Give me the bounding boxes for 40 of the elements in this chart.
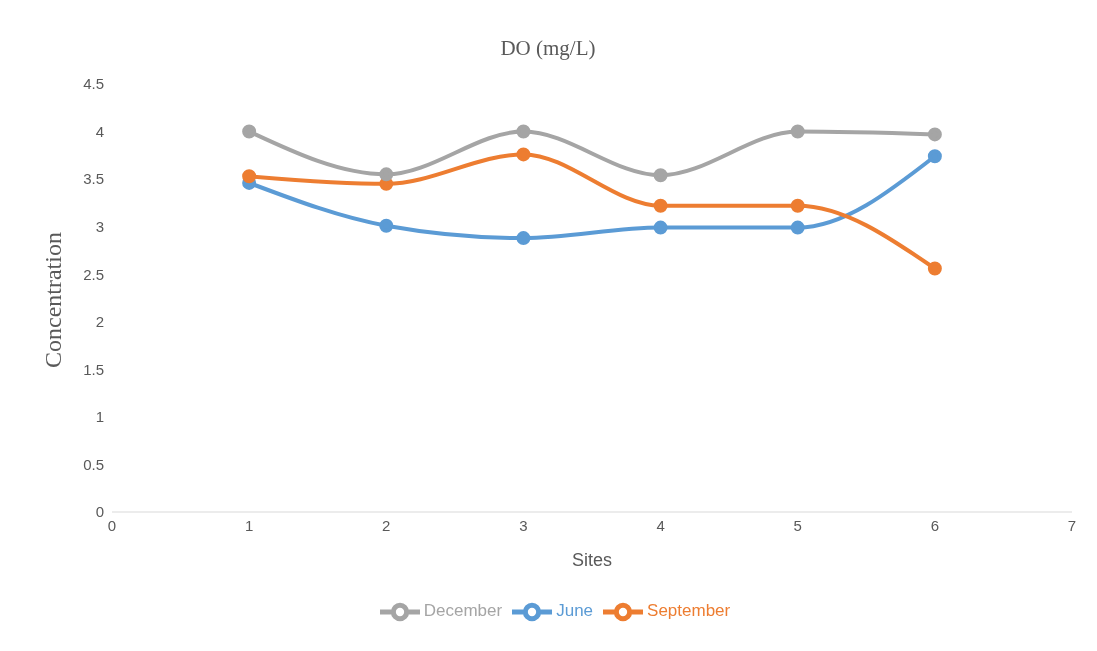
x-tick-label: 3 <box>519 516 528 534</box>
point <box>379 167 394 182</box>
point <box>516 124 531 139</box>
y-tick-label: 0 <box>95 503 104 521</box>
legend-label: September <box>647 601 731 621</box>
point <box>516 231 531 246</box>
x-axis-title: Sites <box>571 550 613 570</box>
x-tick-label: 1 <box>244 516 254 534</box>
y-tick-label: 3.5 <box>83 170 104 188</box>
y-tick-label: 1 <box>95 408 104 426</box>
point <box>790 198 805 213</box>
x-tick-label: 2 <box>382 516 391 534</box>
x-tick-label: 5 <box>793 516 802 534</box>
y-tick-label: 0.5 <box>83 455 104 473</box>
x-tick-label: 4 <box>656 516 665 534</box>
point <box>516 147 531 162</box>
point <box>653 220 668 235</box>
point <box>653 168 668 183</box>
point <box>242 124 257 139</box>
x-tick-label: 7 <box>1067 516 1077 534</box>
point <box>927 127 942 142</box>
y-tick-label: 2 <box>95 313 104 331</box>
point <box>927 261 942 276</box>
point <box>927 149 942 164</box>
x-tick-label: 0 <box>107 516 117 534</box>
y-tick-label: 3 <box>95 217 104 235</box>
point <box>242 169 257 184</box>
point <box>653 198 668 213</box>
y-tick-label: 1.5 <box>83 360 104 378</box>
y-tick-label: 4 <box>95 122 104 140</box>
y-tick-label: 2.5 <box>83 265 104 283</box>
chart-title: DO (mg/L) <box>499 36 597 61</box>
y-tick-label: 4.5 <box>83 75 104 93</box>
point <box>379 218 394 233</box>
y-axis-title: Concentration <box>39 232 66 368</box>
legend-label: June <box>556 601 594 621</box>
point <box>790 220 805 235</box>
legend-label: December <box>423 601 503 621</box>
x-tick-label: 6 <box>930 516 940 534</box>
point <box>790 124 805 139</box>
